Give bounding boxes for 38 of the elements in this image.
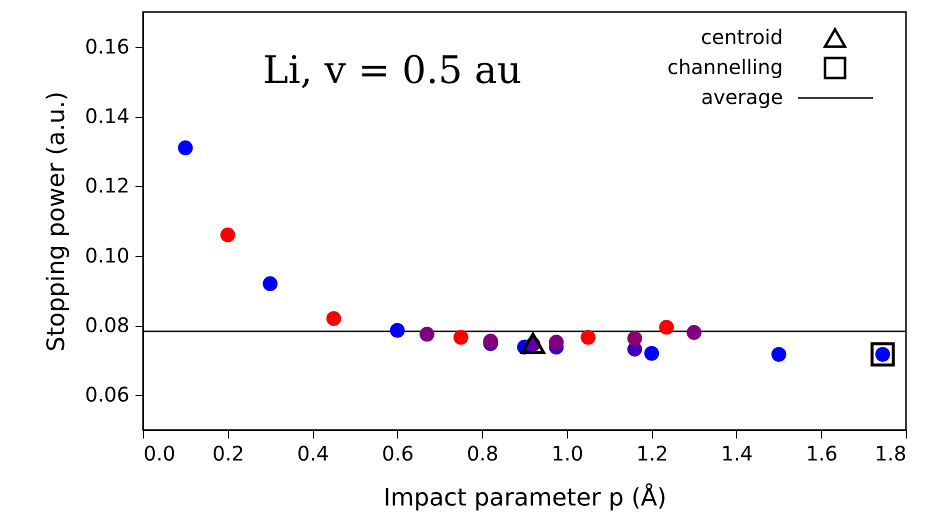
x-tick-label: 1.4 <box>721 442 753 466</box>
point <box>178 140 193 156</box>
point <box>659 320 674 335</box>
annotation: Li, v = 0.5 au <box>263 48 522 92</box>
x-tick-label: 0.8 <box>466 442 499 466</box>
point <box>771 347 786 362</box>
y-tick-label: 0.08 <box>84 313 130 337</box>
y-tick-label: 0.12 <box>84 174 130 198</box>
point <box>220 228 236 242</box>
x-tick-label: 0.0 <box>144 442 176 466</box>
y-tick-label: 0.14 <box>84 104 130 128</box>
y-tick-label: 0.16 <box>84 34 130 58</box>
x-tick-label: 0.2 <box>212 442 244 466</box>
legend-label: average <box>701 85 783 109</box>
point <box>520 332 546 354</box>
y-tick-label: 0.06 <box>84 382 130 407</box>
point <box>454 330 468 345</box>
x-tick-label: 1.0 <box>551 442 584 466</box>
x-tick-label: 0.4 <box>297 442 329 466</box>
point <box>644 346 660 361</box>
point <box>390 322 405 338</box>
x-tick-label: 1.8 <box>874 442 906 466</box>
point <box>870 342 895 367</box>
legend-label: centroid <box>700 25 783 49</box>
x-axis-title: Impact parameter p (Å) <box>384 482 666 512</box>
point <box>548 334 564 350</box>
x-tick-label: 1.6 <box>806 442 838 466</box>
point <box>262 276 278 292</box>
point <box>627 330 642 346</box>
y-axis-title: Stopping power (a.u.) <box>42 91 70 352</box>
x-tick-label: 0.6 <box>382 442 414 466</box>
point <box>686 325 702 340</box>
point <box>326 311 342 326</box>
y-tick-label: 0.10 <box>84 243 130 268</box>
legend-label: channelling <box>667 55 783 79</box>
point <box>420 326 434 342</box>
x-tick-label: 1.2 <box>636 442 668 466</box>
point <box>580 330 596 345</box>
